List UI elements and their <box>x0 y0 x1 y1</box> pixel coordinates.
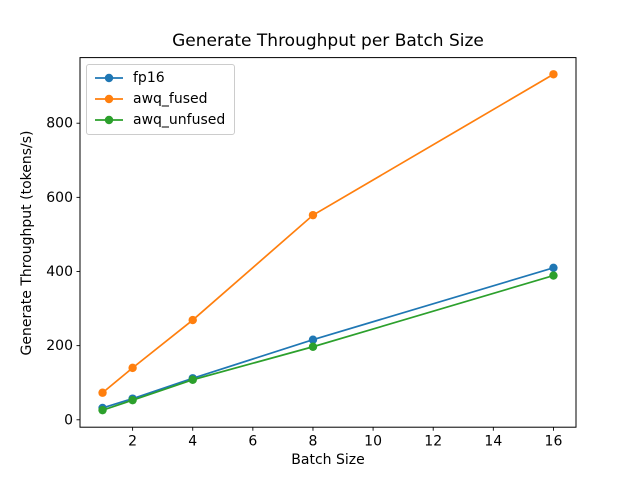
y-tick-label: 200 <box>46 338 73 354</box>
series-line-awq_unfused <box>102 274 554 411</box>
legend-item-fp16: fp16 <box>95 69 225 87</box>
data-point-fp16 <box>308 335 318 344</box>
legend-label: awq_unfused <box>133 112 226 128</box>
data-point-awq_fused <box>128 363 137 373</box>
axes-spines <box>79 57 577 428</box>
data-point-awq_fused <box>549 70 558 79</box>
legend-line-marker-icon <box>95 115 123 125</box>
x-tick-label: 4 <box>188 434 197 450</box>
x-tick-label: 16 <box>545 434 563 450</box>
x-tick-label: 10 <box>364 434 382 450</box>
x-tick-label: 6 <box>248 434 257 450</box>
legend-line-marker-icon <box>95 73 123 83</box>
y-tick-label: 400 <box>46 264 73 280</box>
data-point-awq_fused <box>188 315 197 325</box>
y-tick-label: 0 <box>64 412 73 428</box>
data-point-awq_unfused <box>98 405 107 415</box>
data-point-awq_unfused <box>128 395 137 405</box>
legend-item-awq_fused: awq_fused <box>95 90 225 108</box>
x-tick-label: 12 <box>424 434 442 450</box>
y-tick-label: 600 <box>46 190 73 206</box>
y-tick-label: 800 <box>46 116 73 132</box>
data-point-awq_unfused <box>549 271 558 280</box>
legend: fp16 awq_fused awq_unfused <box>86 64 236 135</box>
x-tick-label: 8 <box>309 434 318 450</box>
legend-line-marker-icon <box>95 94 123 104</box>
legend-label: fp16 <box>133 70 165 86</box>
data-point-awq_fused <box>98 388 107 397</box>
data-point-fp16 <box>549 263 558 272</box>
x-tick-label: 14 <box>484 434 502 450</box>
data-point-awq_unfused <box>188 375 197 384</box>
x-tick-label: 2 <box>128 434 137 450</box>
data-point-awq_unfused <box>308 342 318 351</box>
data-point-awq_fused <box>308 210 318 220</box>
legend-item-awq_unfused: awq_unfused <box>95 111 225 129</box>
legend-label: awq_fused <box>133 91 208 107</box>
x-axis-label: Batch Size <box>291 452 365 468</box>
chart-title: Generate Throughput per Batch Size <box>172 31 484 51</box>
